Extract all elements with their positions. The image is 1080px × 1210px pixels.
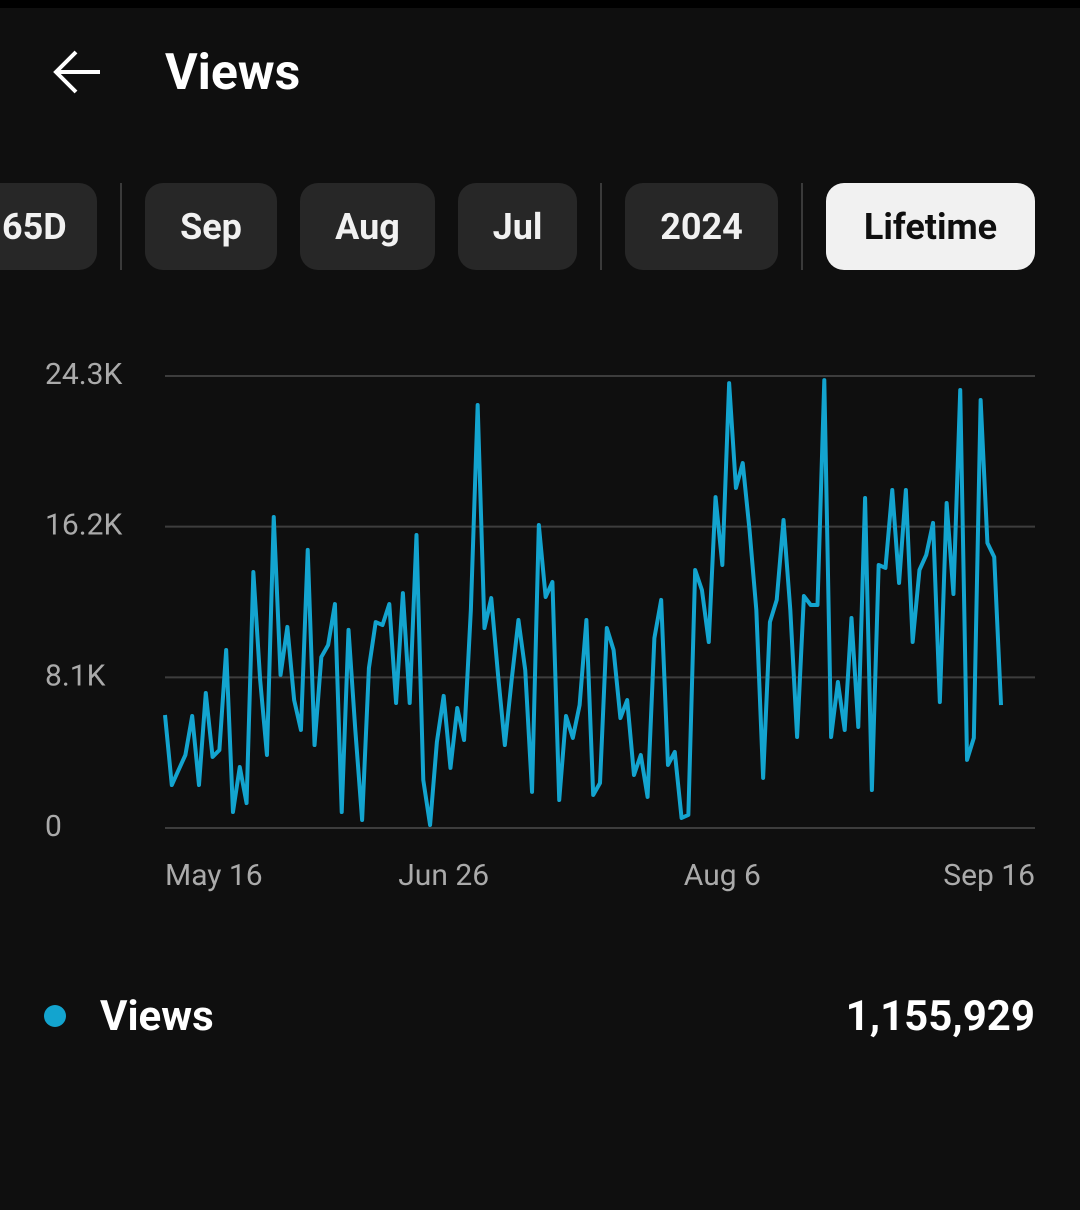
separator (600, 183, 602, 270)
y-tick-label: 24.3K (45, 357, 122, 392)
y-tick-label: 16.2K (45, 508, 122, 543)
filter-chip[interactable]: Lifetime (826, 183, 1035, 270)
x-tick-label: Jun 26 (398, 858, 489, 893)
page-title: Views (165, 44, 301, 102)
filter-chip[interactable]: Aug (300, 183, 435, 270)
legend-label: Views (100, 992, 214, 1041)
filter-chip[interactable]: Jul (458, 183, 577, 270)
summary-total: 1,155,929 (846, 992, 1035, 1041)
separator (801, 183, 803, 270)
x-tick-label: May 16 (165, 858, 263, 893)
y-tick-label: 0 (45, 809, 62, 844)
back-arrow[interactable] (53, 50, 100, 94)
separator (120, 183, 122, 270)
legend-dot (44, 1005, 66, 1027)
x-tick-label: Aug 6 (684, 858, 761, 893)
filter-chip[interactable]: Sep (145, 183, 277, 270)
y-tick-label: 8.1K (45, 658, 106, 693)
status-strip (0, 0, 1080, 8)
filter-chip[interactable]: 2024 (625, 183, 778, 270)
filter-chip[interactable]: 65D (0, 183, 97, 270)
x-tick-label: Sep 16 (943, 858, 1035, 893)
line (163, 378, 1004, 828)
